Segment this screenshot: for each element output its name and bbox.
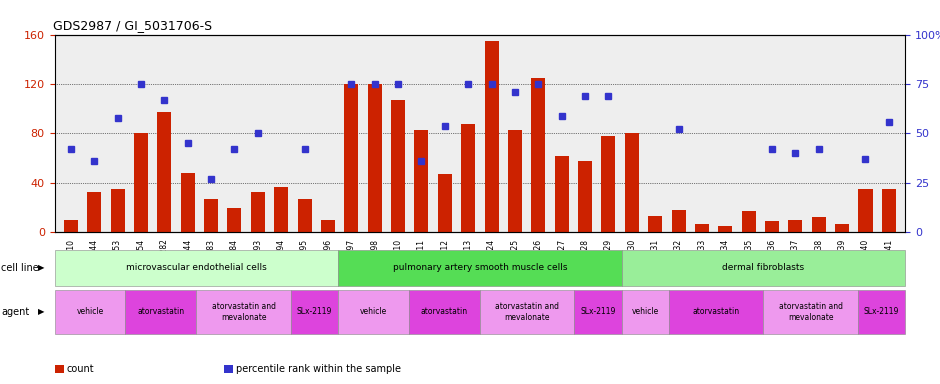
Text: SLx-2119: SLx-2119 (297, 308, 332, 316)
Bar (298, 199, 311, 232)
Text: microvascular endothelial cells: microvascular endothelial cells (126, 263, 267, 272)
Text: ▶: ▶ (38, 308, 44, 316)
Bar (64, 220, 78, 232)
Bar (87, 192, 102, 232)
Text: atorvastatin and
mevalonate: atorvastatin and mevalonate (778, 302, 842, 322)
Bar (204, 199, 218, 232)
Bar (625, 134, 639, 232)
Bar (368, 84, 382, 232)
Bar (344, 84, 358, 232)
Text: SLx-2119: SLx-2119 (864, 308, 900, 316)
Text: dermal fibroblasts: dermal fibroblasts (722, 263, 805, 272)
Bar (391, 100, 405, 232)
Bar (765, 221, 779, 232)
Text: cell line: cell line (1, 263, 39, 273)
Bar (227, 208, 242, 232)
Text: atorvastatin and
mevalonate: atorvastatin and mevalonate (212, 302, 275, 322)
Bar (812, 217, 825, 232)
Text: atorvastatin: atorvastatin (693, 308, 740, 316)
Text: GDS2987 / GI_5031706-S: GDS2987 / GI_5031706-S (53, 19, 212, 32)
Text: atorvastatin: atorvastatin (421, 308, 468, 316)
Bar (111, 189, 125, 232)
Text: ▶: ▶ (38, 263, 44, 272)
Bar (438, 174, 452, 232)
Bar (508, 130, 522, 232)
Bar (695, 223, 709, 232)
Bar (274, 187, 289, 232)
Bar (882, 189, 896, 232)
Bar (671, 210, 685, 232)
Bar (180, 173, 195, 232)
Bar (789, 220, 803, 232)
Bar (462, 124, 476, 232)
Bar (742, 211, 756, 232)
Bar (531, 78, 545, 232)
Text: SLx-2119: SLx-2119 (580, 308, 616, 316)
Text: vehicle: vehicle (360, 308, 387, 316)
Bar (251, 192, 265, 232)
Text: atorvastatin and
mevalonate: atorvastatin and mevalonate (495, 302, 559, 322)
Text: vehicle: vehicle (76, 308, 103, 316)
Bar (858, 189, 872, 232)
Bar (718, 226, 732, 232)
Text: vehicle: vehicle (632, 308, 659, 316)
Bar (578, 161, 592, 232)
Text: percentile rank within the sample: percentile rank within the sample (236, 364, 401, 374)
Text: agent: agent (1, 307, 29, 317)
Bar (415, 130, 429, 232)
Bar (602, 136, 616, 232)
Bar (555, 156, 569, 232)
Bar (157, 113, 171, 232)
Bar (649, 216, 662, 232)
Text: count: count (67, 364, 94, 374)
Bar (484, 41, 498, 232)
Bar (835, 223, 849, 232)
Bar (321, 220, 335, 232)
Text: pulmonary artery smooth muscle cells: pulmonary artery smooth muscle cells (393, 263, 567, 272)
Text: atorvastatin: atorvastatin (137, 308, 184, 316)
Bar (134, 134, 148, 232)
